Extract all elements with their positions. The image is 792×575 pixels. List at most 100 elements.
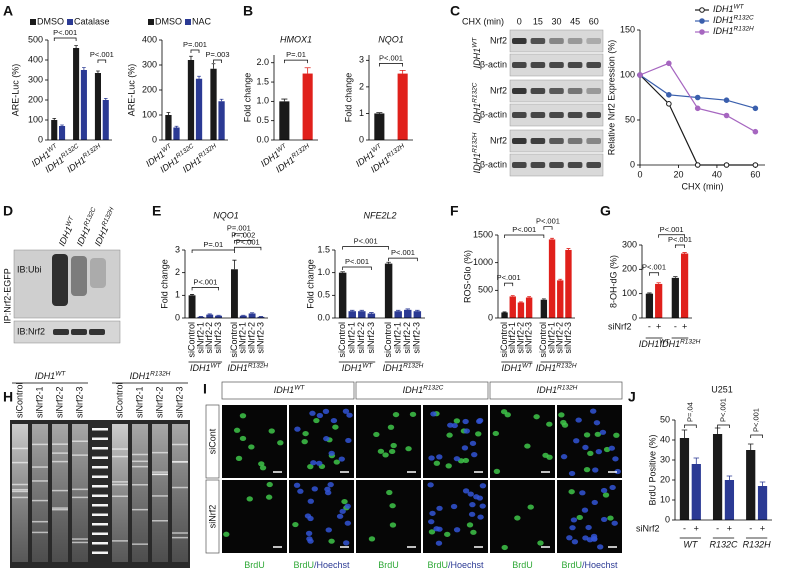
blot-side-label: IP:Nrf2-EGFP bbox=[2, 268, 12, 324]
bar bbox=[210, 68, 217, 140]
cell bbox=[258, 461, 265, 467]
error-bar bbox=[304, 67, 311, 74]
significance-bracket bbox=[342, 266, 372, 270]
cell bbox=[223, 531, 230, 537]
micrograph bbox=[490, 405, 555, 478]
error-bar bbox=[103, 98, 108, 100]
bar bbox=[188, 295, 196, 318]
error-bar bbox=[558, 278, 563, 281]
cell bbox=[558, 412, 565, 418]
bar bbox=[73, 48, 80, 140]
group-label-sup: WT bbox=[362, 362, 373, 369]
legend-swatch bbox=[30, 19, 36, 25]
blot-band bbox=[549, 162, 564, 168]
channel-hoechst: /Hoechst bbox=[314, 560, 350, 570]
y-tick-label: 1500 bbox=[473, 229, 493, 239]
group-label-sup: WT bbox=[522, 362, 533, 369]
gel-band bbox=[172, 532, 188, 534]
ladder-band bbox=[92, 513, 108, 516]
blot-group-label-base: IDH1 bbox=[472, 48, 482, 69]
channel-hoechst: /Hoechst bbox=[582, 560, 618, 570]
blot-column-label: 45 bbox=[570, 16, 580, 26]
cell bbox=[471, 452, 478, 458]
error-bar bbox=[510, 295, 515, 297]
x-tick-label-sup: R132H bbox=[290, 142, 311, 160]
bar bbox=[206, 314, 214, 318]
x-axis-label: siNrf2 bbox=[608, 321, 632, 331]
y-tick-label: 200 bbox=[142, 84, 157, 94]
cell bbox=[477, 514, 484, 520]
y-tick-label: 2.0 bbox=[256, 57, 269, 67]
cell bbox=[575, 417, 582, 423]
channel-brdu: BrdU bbox=[293, 560, 314, 570]
blot-group-label-sup: R132H bbox=[471, 132, 478, 153]
blot-band bbox=[530, 138, 546, 144]
cell bbox=[462, 457, 470, 464]
y-axis-label: Relative Nrf2 Expression (%) bbox=[606, 40, 616, 156]
p-value: P<.001 bbox=[718, 398, 727, 422]
y-tick-label: 0 bbox=[488, 312, 493, 322]
x-tick-label: siNrf2-1 bbox=[546, 322, 556, 354]
bar bbox=[501, 312, 508, 318]
cell bbox=[235, 455, 243, 461]
cell bbox=[569, 525, 576, 531]
p-value: P<.001 bbox=[512, 225, 536, 234]
gel-band bbox=[132, 465, 148, 468]
bar bbox=[757, 486, 768, 520]
legend-label-base: IDH1 bbox=[713, 4, 734, 14]
cell bbox=[233, 427, 241, 433]
cell bbox=[462, 488, 470, 494]
blot-band bbox=[89, 329, 105, 335]
panel-letter: C bbox=[450, 3, 460, 19]
gel-lane-label: siControl bbox=[114, 382, 124, 418]
x-tick-label: siControl bbox=[538, 322, 548, 358]
bar bbox=[525, 297, 533, 318]
bar bbox=[384, 263, 393, 318]
column-header: IDH1R132C bbox=[403, 384, 444, 395]
cell bbox=[570, 517, 578, 523]
cell bbox=[266, 481, 273, 488]
gel-group-label-base: IDH1 bbox=[35, 371, 56, 381]
gel-lane-label: siNrf2-2 bbox=[154, 386, 164, 418]
bar bbox=[215, 315, 222, 318]
gel-band bbox=[12, 461, 28, 464]
chart-title: U251 bbox=[711, 384, 733, 394]
cell bbox=[336, 513, 344, 519]
cell bbox=[446, 432, 453, 438]
cell bbox=[533, 414, 540, 420]
legend-label: DMSO bbox=[155, 16, 182, 26]
bar bbox=[680, 253, 689, 318]
cell bbox=[259, 465, 267, 471]
channel-brdu: BrdU bbox=[427, 560, 448, 570]
cell bbox=[590, 533, 598, 539]
gel-band bbox=[12, 447, 28, 450]
chart-title: NFE2L2 bbox=[363, 210, 396, 220]
gel-lane-label: siNrf2-3 bbox=[74, 386, 84, 418]
bar bbox=[302, 73, 313, 140]
bar bbox=[231, 269, 238, 318]
ladder-band bbox=[92, 485, 108, 488]
gel-band bbox=[52, 443, 68, 445]
significance-bracket bbox=[234, 246, 262, 251]
blot-band bbox=[530, 38, 546, 44]
cell bbox=[430, 411, 437, 417]
legend-marker bbox=[699, 7, 705, 13]
group-label-base: IDH1 bbox=[639, 339, 660, 349]
cell bbox=[377, 448, 385, 454]
data-point bbox=[694, 105, 701, 112]
gel-band bbox=[132, 508, 148, 511]
micrograph bbox=[423, 405, 488, 478]
y-tick-label: 200 bbox=[622, 264, 637, 274]
group-label: IDH1R132H bbox=[536, 362, 577, 373]
cell bbox=[311, 486, 318, 492]
x-tick-label: siControl bbox=[337, 322, 347, 358]
bar bbox=[187, 60, 195, 140]
error-bar bbox=[682, 252, 687, 254]
legend-swatch bbox=[148, 19, 154, 25]
p-value: P=.01 bbox=[203, 240, 223, 249]
channel-brdu: BrdU bbox=[561, 560, 582, 570]
group-label-base: IDH1 bbox=[190, 363, 211, 373]
y-tick-label: 1000 bbox=[473, 257, 493, 267]
cell bbox=[388, 448, 396, 455]
ladder-band bbox=[92, 466, 108, 469]
